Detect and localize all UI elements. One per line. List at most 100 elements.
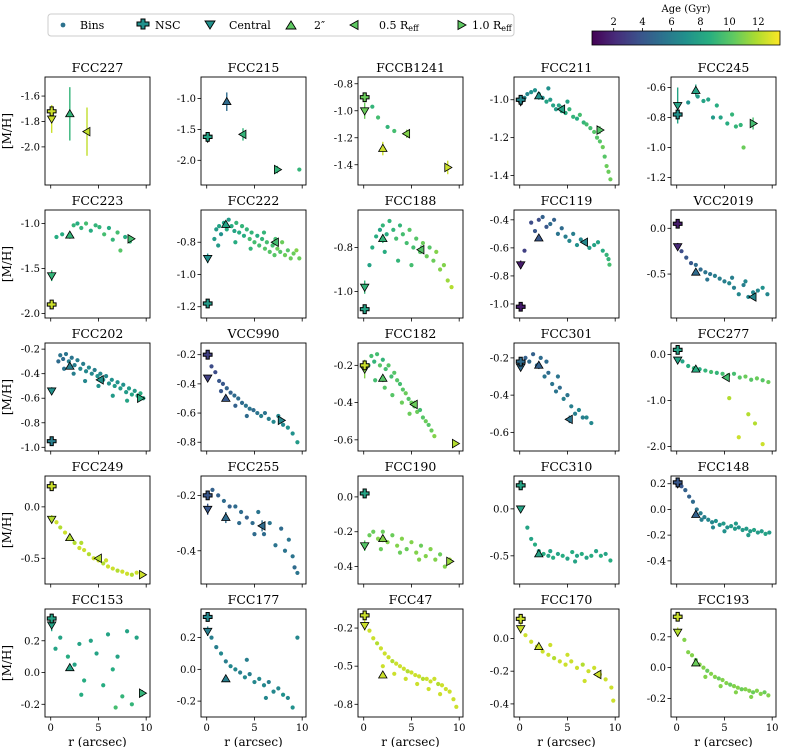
two-arcsec-marker bbox=[690, 509, 701, 518]
bin-point bbox=[724, 680, 729, 686]
plot-data bbox=[359, 218, 454, 315]
bin-point bbox=[754, 688, 760, 693]
bin-point bbox=[79, 225, 84, 231]
bin-point bbox=[383, 366, 388, 372]
plot-frame bbox=[357, 608, 464, 718]
nsc-marker bbox=[46, 299, 57, 310]
bin-point bbox=[380, 529, 385, 534]
bin-point bbox=[708, 271, 713, 277]
y-tick-label: 0.0 bbox=[493, 504, 509, 515]
bin-point bbox=[580, 662, 585, 667]
bin-point bbox=[736, 292, 741, 297]
bin-point bbox=[686, 650, 691, 655]
bin-point bbox=[586, 669, 591, 674]
bin-point bbox=[705, 668, 710, 673]
bin-point bbox=[120, 569, 125, 574]
bin-point bbox=[699, 517, 704, 522]
panel-vcc2019: VCC2019 0.0 -0.5 bbox=[647, 193, 777, 322]
one-reff-marker bbox=[446, 556, 455, 567]
bin-point bbox=[718, 684, 723, 689]
bin-point bbox=[736, 525, 741, 530]
bin-point bbox=[392, 370, 397, 375]
bin-point bbox=[705, 277, 710, 282]
bin-point bbox=[103, 374, 109, 379]
bin-point bbox=[105, 632, 111, 637]
bin-point bbox=[404, 240, 409, 246]
bin-point bbox=[721, 521, 726, 526]
plot-frame bbox=[670, 342, 777, 452]
central-marker bbox=[515, 505, 526, 514]
two-arcsec-marker bbox=[377, 373, 388, 382]
colorbar-label: Age (Gyr) bbox=[661, 4, 711, 15]
bin-point bbox=[541, 551, 546, 557]
bin-point bbox=[261, 683, 267, 688]
x-tick-label: 5 bbox=[408, 723, 414, 734]
bin-point bbox=[101, 561, 106, 566]
bin-point bbox=[424, 254, 429, 259]
bin-point bbox=[716, 676, 721, 681]
bin-point bbox=[720, 371, 725, 376]
plot-data bbox=[359, 352, 461, 449]
x-tick-label: 10 bbox=[140, 723, 153, 734]
bin-point bbox=[420, 676, 426, 681]
bin-point bbox=[247, 406, 252, 411]
bin-point bbox=[400, 387, 405, 392]
y-tick-label: -1.5 bbox=[21, 264, 40, 275]
bin-point bbox=[740, 527, 745, 533]
bin-point bbox=[297, 256, 302, 261]
nsc-marker bbox=[515, 613, 526, 624]
bin-point bbox=[228, 664, 233, 669]
bin-point bbox=[411, 245, 416, 250]
bin-point bbox=[124, 398, 130, 403]
bin-point bbox=[82, 678, 87, 683]
x-tick-label: 10 bbox=[766, 723, 779, 734]
y-tick-label: -1.4 bbox=[334, 160, 353, 171]
bin-point bbox=[604, 163, 609, 169]
bin-point bbox=[415, 681, 420, 687]
y-tick-label: -0.2 bbox=[177, 491, 196, 502]
panel-title: FCC245 bbox=[698, 60, 750, 75]
panel-title: FCC255 bbox=[228, 459, 280, 474]
bin-point bbox=[290, 705, 295, 710]
bin-point bbox=[86, 365, 92, 370]
bin-point bbox=[216, 243, 221, 248]
bin-point bbox=[391, 227, 396, 232]
bin-point bbox=[447, 689, 452, 694]
bin-point bbox=[574, 242, 580, 248]
y-tick-label: -1.5 bbox=[177, 125, 196, 136]
x-axis-label: r (arcsec) bbox=[381, 735, 440, 747]
bin-point bbox=[270, 243, 275, 248]
bin-point bbox=[561, 396, 566, 401]
panel-fcc223: FCC223 -1.0 -1.5 -2.0 [M/H] bbox=[0, 193, 151, 322]
bin-point bbox=[266, 679, 271, 685]
bin-point bbox=[527, 359, 532, 364]
y-tick-label: -0.2 bbox=[177, 697, 196, 708]
panel-title: FCC301 bbox=[541, 326, 593, 341]
bin-point bbox=[232, 393, 237, 398]
nsc-marker bbox=[515, 480, 526, 491]
bin-point bbox=[390, 393, 395, 398]
y-tick-label: -1.6 bbox=[21, 92, 40, 103]
plot-frame bbox=[513, 475, 620, 585]
bin-point bbox=[737, 375, 742, 380]
bin-point bbox=[79, 540, 84, 545]
bin-point bbox=[377, 227, 383, 232]
bin-point bbox=[110, 566, 115, 571]
bin-point bbox=[733, 124, 739, 129]
two-arcsec-marker bbox=[533, 90, 544, 100]
panel-fcc249: FCC249 0.0 -0.5 [M/H] bbox=[0, 459, 151, 588]
bin-point bbox=[375, 115, 381, 120]
y-tick-label: -0.5 bbox=[490, 551, 509, 562]
central-marker bbox=[46, 272, 57, 281]
bin-point bbox=[94, 651, 99, 656]
y-tick-label: -1.0 bbox=[334, 287, 353, 298]
half-reff-marker bbox=[416, 244, 425, 255]
bin-point bbox=[567, 238, 572, 243]
y-tick-label: -0.4 bbox=[21, 369, 40, 380]
y-tick-label: -2.0 bbox=[21, 309, 40, 320]
bin-point bbox=[606, 169, 611, 174]
bin-point bbox=[54, 234, 59, 240]
bin-point bbox=[403, 676, 408, 681]
bin-point bbox=[414, 550, 419, 555]
